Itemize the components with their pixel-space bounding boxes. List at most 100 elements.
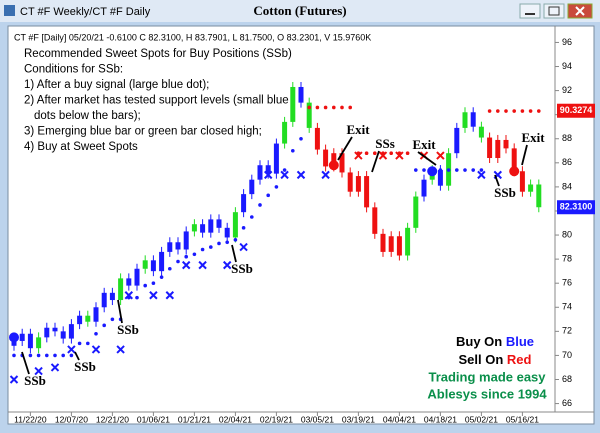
resistance-dot bbox=[512, 109, 516, 113]
resistance-dot bbox=[315, 105, 320, 110]
x-tick-label: 12/21/20 bbox=[96, 414, 129, 424]
sell-x-mark bbox=[436, 151, 445, 160]
candle bbox=[44, 327, 50, 338]
note-line: Conditions for SSb: bbox=[24, 64, 123, 76]
support-dot bbox=[266, 193, 271, 198]
support-dot bbox=[200, 247, 205, 252]
note-line: 3) Emerging blue bar or green bar closed… bbox=[24, 126, 262, 138]
candle bbox=[421, 179, 427, 197]
candle bbox=[224, 227, 230, 238]
annotation: SSb bbox=[117, 322, 139, 337]
support-dot bbox=[282, 168, 287, 172]
candle bbox=[339, 153, 345, 173]
y-tick-label: 76 bbox=[562, 278, 572, 288]
legend-part: Buy On bbox=[456, 334, 506, 349]
buy-x-mark bbox=[280, 170, 289, 180]
y-tick-label: 78 bbox=[562, 253, 572, 263]
buy-x-mark bbox=[124, 291, 134, 300]
candle bbox=[413, 196, 419, 228]
candle bbox=[142, 260, 148, 269]
y-tick-label: 66 bbox=[562, 398, 572, 408]
legend-part: Blue bbox=[506, 334, 534, 349]
maximize-button[interactable] bbox=[543, 3, 565, 19]
candle bbox=[503, 139, 509, 149]
y-tick-label: 92 bbox=[562, 85, 572, 95]
note-line: 4) Buy at Sweet Spots bbox=[24, 141, 138, 153]
support-dot bbox=[258, 203, 262, 207]
sell-signal bbox=[328, 160, 339, 171]
candle bbox=[478, 126, 484, 138]
buy-x-mark bbox=[165, 291, 175, 300]
support-dot bbox=[233, 238, 238, 242]
resistance-dot bbox=[528, 109, 533, 113]
support-dot bbox=[274, 185, 279, 189]
note-line: Recommended Sweet Spots for Buy Position… bbox=[24, 48, 292, 60]
candle bbox=[323, 149, 329, 167]
buy-x-mark bbox=[198, 260, 207, 270]
candle bbox=[462, 112, 468, 128]
candle bbox=[355, 176, 361, 192]
candle bbox=[159, 251, 165, 272]
candle bbox=[282, 121, 288, 144]
resistance-dot bbox=[537, 109, 541, 113]
x-tick-label: 04/04/21 bbox=[383, 414, 416, 424]
sell-signal bbox=[509, 166, 520, 177]
annotation-arrow bbox=[521, 144, 528, 166]
resistance-dot bbox=[487, 109, 492, 113]
annotation: Exit bbox=[412, 137, 436, 152]
candle bbox=[249, 179, 255, 195]
resistance-dot bbox=[389, 151, 394, 155]
minimize-button[interactable] bbox=[519, 3, 541, 19]
annotation-arrow bbox=[117, 299, 123, 324]
candle bbox=[109, 292, 115, 301]
legend-part: Red bbox=[507, 352, 532, 367]
price-tag bbox=[557, 103, 595, 118]
support-dot bbox=[28, 353, 33, 358]
support-dot bbox=[61, 353, 65, 358]
support-dot bbox=[299, 136, 303, 141]
support-dot bbox=[184, 254, 188, 259]
resistance-dot bbox=[323, 105, 328, 110]
info-line: CT #F [Daily] 05/20/21 -0.6100 C 82.3100… bbox=[14, 32, 371, 42]
sell-x-mark bbox=[354, 151, 363, 160]
x-tick-label: 05/16/21 bbox=[506, 414, 539, 424]
candle bbox=[52, 327, 58, 332]
candle bbox=[470, 112, 476, 127]
candle bbox=[314, 127, 320, 150]
support-dot bbox=[135, 295, 139, 300]
support-dot bbox=[45, 353, 49, 358]
y-tick-label: 96 bbox=[562, 37, 572, 47]
candle bbox=[536, 184, 542, 208]
support-dot bbox=[77, 341, 82, 346]
resistance-dot bbox=[373, 151, 377, 155]
candle bbox=[511, 148, 517, 172]
support-dot bbox=[414, 168, 418, 172]
support-dot bbox=[143, 283, 147, 288]
candle bbox=[19, 333, 25, 341]
x-tick-label: 01/06/21 bbox=[137, 414, 170, 424]
support-dot bbox=[209, 245, 213, 249]
buy-x-mark bbox=[50, 363, 60, 372]
support-dot bbox=[446, 168, 451, 172]
resistance-dot bbox=[332, 105, 336, 110]
support-dot bbox=[69, 353, 74, 358]
annotation-arrow bbox=[371, 150, 380, 173]
candle bbox=[36, 337, 42, 349]
annotation: Exit bbox=[346, 122, 370, 137]
buy-x-mark bbox=[34, 366, 43, 376]
annotation: Exit bbox=[521, 130, 545, 145]
window-buttons[interactable] bbox=[519, 3, 593, 19]
buy-x-mark bbox=[263, 170, 273, 180]
title-bar bbox=[0, 0, 600, 22]
note-line: dots below the bars); bbox=[34, 110, 141, 122]
note-line: 2) After market has tested support level… bbox=[24, 95, 289, 107]
candle bbox=[183, 231, 189, 250]
support-dot bbox=[463, 168, 467, 172]
buy-x-mark bbox=[9, 375, 19, 384]
resistance-dot bbox=[405, 151, 410, 155]
candle bbox=[101, 292, 107, 308]
sell-x-mark bbox=[395, 151, 404, 160]
candle bbox=[528, 184, 534, 192]
candle bbox=[232, 212, 238, 238]
candle bbox=[150, 260, 156, 272]
